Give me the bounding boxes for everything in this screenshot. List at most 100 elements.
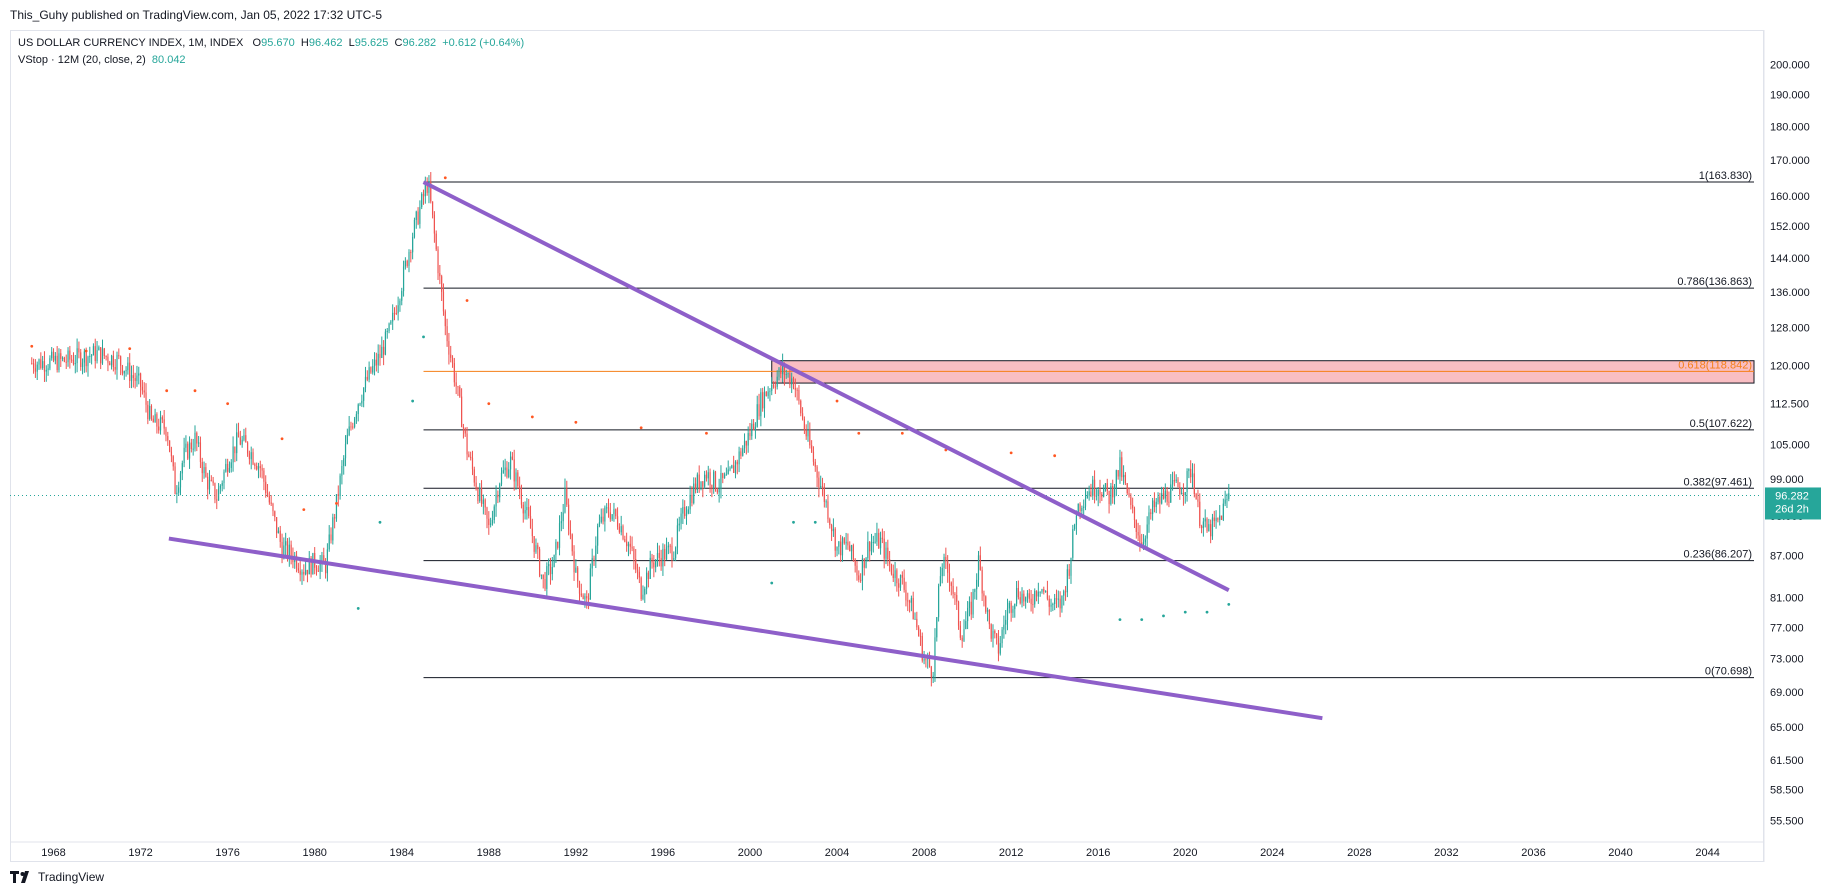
candle-body [908, 600, 911, 603]
candle-body [118, 355, 120, 357]
legend-symbol[interactable]: US DOLLAR CURRENCY INDEX, 1M, INDEX [18, 37, 244, 49]
candle-body [785, 374, 787, 376]
legend-indicator-name[interactable]: VStop · 12M (20, close, 2) [18, 54, 146, 66]
y-tick-label: 105.000 [1770, 439, 1810, 451]
candle-body [1052, 603, 1054, 605]
upper-trendline[interactable] [422, 180, 1230, 592]
candle-body [716, 489, 718, 493]
candle-body [1081, 507, 1083, 512]
candle-body [729, 468, 731, 470]
candle-body [98, 347, 100, 351]
candle-body [65, 361, 67, 363]
candle-body [618, 526, 620, 533]
candle-body [246, 442, 249, 454]
candle-body [1124, 474, 1127, 484]
y-tick-label: 99.000 [1770, 474, 1804, 486]
candle-body [1141, 542, 1143, 545]
y-tick-label: 77.000 [1770, 622, 1804, 634]
candle-body [274, 511, 276, 518]
candle-body [40, 359, 42, 368]
candle-body [941, 567, 943, 577]
vstop-dot [411, 399, 415, 403]
candle-body [780, 368, 782, 374]
candle-body [629, 543, 631, 547]
candle-body [691, 494, 693, 504]
candle-body [787, 373, 789, 375]
candle-body [1150, 512, 1152, 515]
x-tick-label: 2040 [1608, 847, 1632, 859]
candle-body [860, 579, 862, 581]
candle-body [769, 390, 771, 392]
candle-body [317, 570, 319, 572]
candle-body [734, 461, 737, 474]
candle-body [696, 474, 698, 491]
candle-body [1224, 499, 1226, 504]
candle-body [299, 570, 301, 575]
candle-body [201, 461, 203, 474]
candle-body [230, 462, 232, 468]
candle-body [1108, 490, 1110, 505]
candle-body [381, 346, 383, 359]
candle-body [762, 392, 764, 409]
candle-body [81, 362, 84, 367]
candle-body [676, 525, 679, 548]
candle-body [169, 440, 171, 452]
candle-body [482, 499, 484, 504]
candle-body [667, 545, 669, 548]
vstop-dot [356, 607, 360, 610]
candle-body [508, 469, 510, 478]
candle-body [156, 414, 158, 427]
candle-body [475, 482, 477, 490]
candle-body [615, 509, 617, 517]
branding[interactable]: TradingView [10, 870, 104, 884]
x-tick-label: 1980 [302, 847, 326, 859]
candle-body [1035, 590, 1038, 597]
candle-body [1021, 593, 1023, 604]
candle-body [573, 551, 575, 573]
lower-trendline[interactable] [168, 536, 1323, 721]
candle-body [439, 273, 441, 277]
candle-body [685, 513, 688, 517]
candle-body [555, 541, 557, 555]
fib-level-label: 0.382(97.461) [1684, 476, 1753, 488]
candle-body [45, 369, 47, 372]
candle-body [305, 569, 307, 575]
candle-body [78, 348, 80, 353]
vstop-dot [280, 437, 284, 441]
candle-body [170, 451, 173, 457]
candle-body [722, 473, 724, 479]
candle-body [665, 547, 668, 560]
candle-body [1086, 495, 1088, 499]
candle-body [312, 553, 314, 575]
candle-body [283, 545, 285, 559]
candle-body [861, 558, 864, 581]
candle-body [315, 567, 318, 571]
candle-body [203, 467, 205, 474]
vstop-dot [84, 349, 88, 353]
candle-body [977, 555, 980, 580]
candle-body [72, 360, 75, 365]
candle-body [992, 630, 994, 639]
y-tick-label: 112.500 [1770, 399, 1809, 411]
candle-body [143, 390, 145, 393]
candle-body [709, 472, 711, 486]
candle-body [1061, 595, 1063, 609]
candle-body [426, 185, 428, 193]
candle-body [548, 564, 550, 567]
candle-body [1148, 512, 1150, 525]
candle-body [1008, 602, 1010, 609]
fib-highlight-zone[interactable] [771, 360, 1755, 384]
candle-body [234, 446, 236, 454]
candle-body [649, 557, 651, 579]
candle-body [919, 635, 922, 637]
price-tag-value: 96.282 [1775, 490, 1809, 502]
candle-body [881, 537, 883, 539]
candle-body [228, 467, 231, 472]
candle-body [745, 440, 747, 446]
candle-body [1001, 629, 1003, 644]
fib-level-label: 0.618(118.842) [1678, 359, 1752, 371]
candle-body [997, 637, 1000, 654]
candle-body [1146, 524, 1148, 539]
candle-body [849, 545, 851, 552]
